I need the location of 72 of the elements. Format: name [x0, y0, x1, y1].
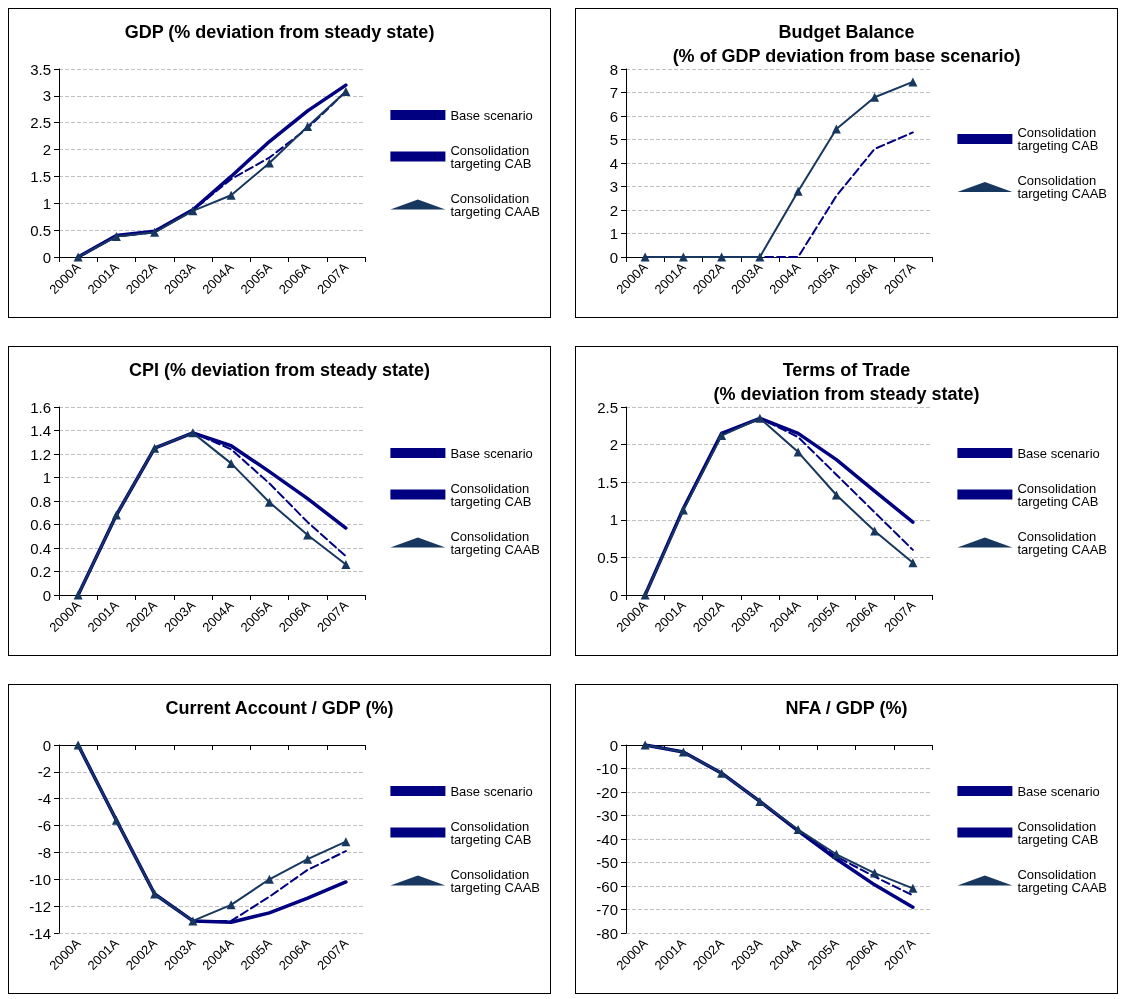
- legend-label: Consolidation targeting CAAB: [450, 528, 541, 557]
- y-tick-label: 2.5: [597, 398, 618, 416]
- y-tick-label: -10: [596, 760, 618, 777]
- y-tick-label: 0.5: [30, 221, 51, 239]
- legend-label: Base scenario: [1017, 445, 1100, 461]
- legend-label: Consolidation targeting CAAB: [1017, 866, 1108, 895]
- y-tick-label: -2: [37, 763, 51, 781]
- y-tick-label: 0: [42, 736, 51, 754]
- y-tick-label: -4: [37, 790, 51, 808]
- y-tick-label: -60: [596, 877, 618, 895]
- chart-title: GDP (% deviation from steady state): [124, 22, 435, 42]
- y-tick-label: 3.5: [30, 60, 51, 78]
- legend-label: Consolidation targeting CAAB: [450, 190, 541, 219]
- y-tick-label: 1.4: [30, 422, 51, 439]
- legend-label: Consolidation targeting CAB: [1017, 818, 1100, 847]
- legend-label: Base scenario: [450, 445, 533, 461]
- y-tick-label: -10: [29, 870, 51, 888]
- y-tick-label: 1: [609, 511, 618, 529]
- y-tick-label: 1: [609, 225, 618, 242]
- y-tick-label: -12: [29, 897, 51, 915]
- y-tick-label: -14: [29, 924, 51, 942]
- legend-label: Consolidation targeting CAAB: [1017, 173, 1108, 201]
- y-tick-label: 0: [609, 736, 618, 754]
- y-tick-label: 0: [42, 248, 51, 266]
- y-tick-label: 2: [609, 436, 618, 454]
- legend-label: Consolidation targeting CAAB: [450, 866, 541, 895]
- y-tick-label: 1.5: [30, 167, 51, 185]
- y-tick-label: -70: [596, 901, 618, 918]
- y-tick-label: 0: [42, 586, 51, 604]
- y-tick-label: 2: [42, 141, 51, 159]
- y-tick-label: 0: [609, 248, 618, 266]
- chart-title: CPI (% deviation from steady state): [128, 360, 431, 380]
- legend-label: Consolidation targeting CAB: [1017, 480, 1100, 509]
- y-tick-label: 0.8: [30, 492, 51, 510]
- y-tick-label: 8: [609, 60, 618, 78]
- y-tick-label: 3: [609, 178, 618, 195]
- legend-label: Base scenario: [450, 107, 533, 123]
- chart-title: Terms of Trade (% deviation from steady state): [713, 360, 980, 404]
- y-tick-label: 0: [609, 586, 618, 604]
- y-tick-label: -6: [37, 817, 51, 835]
- legend-label: Base scenario: [450, 783, 533, 799]
- y-tick-label: 0.6: [30, 516, 51, 533]
- y-tick-label: -80: [596, 924, 618, 942]
- y-tick-label: 1.6: [30, 398, 51, 416]
- y-tick-label: -20: [596, 783, 618, 801]
- legend-label: Consolidation targeting CAB: [450, 142, 533, 171]
- chart-title: Current Account / GDP (%): [165, 698, 394, 718]
- y-tick-label: -8: [37, 843, 51, 861]
- y-tick-label: 0.2: [30, 563, 51, 580]
- legend-label: Consolidation targeting CAB: [450, 480, 533, 509]
- y-tick-label: 1: [42, 194, 51, 212]
- y-tick-label: 1.2: [30, 445, 51, 463]
- y-tick-label: 0.4: [30, 539, 51, 557]
- y-tick-label: -40: [596, 830, 618, 848]
- legend-label: Consolidation targeting CAB: [450, 818, 533, 847]
- y-tick-label: 0.5: [597, 548, 618, 566]
- legend-label: Consolidation targeting CAB: [1017, 125, 1100, 153]
- chart-title: NFA / GDP (%): [785, 698, 908, 718]
- chart-title: Budget Balance (% of GDP deviation from base scenario): [672, 22, 1021, 66]
- y-tick-label: 6: [609, 107, 618, 125]
- y-tick-label: 5: [609, 131, 618, 148]
- y-tick-label: 2.5: [30, 114, 51, 132]
- y-tick-label: 1: [42, 469, 51, 486]
- y-tick-label: -30: [596, 807, 618, 824]
- y-tick-label: 7: [609, 84, 618, 101]
- y-tick-label: 3: [42, 87, 51, 105]
- legend-label: Consolidation targeting CAAB: [1017, 528, 1108, 557]
- y-tick-label: -50: [596, 854, 618, 871]
- y-tick-label: 4: [609, 154, 618, 172]
- legend-label: Base scenario: [1017, 783, 1100, 799]
- y-tick-label: 2: [609, 201, 618, 219]
- y-tick-label: 1.5: [597, 473, 618, 491]
